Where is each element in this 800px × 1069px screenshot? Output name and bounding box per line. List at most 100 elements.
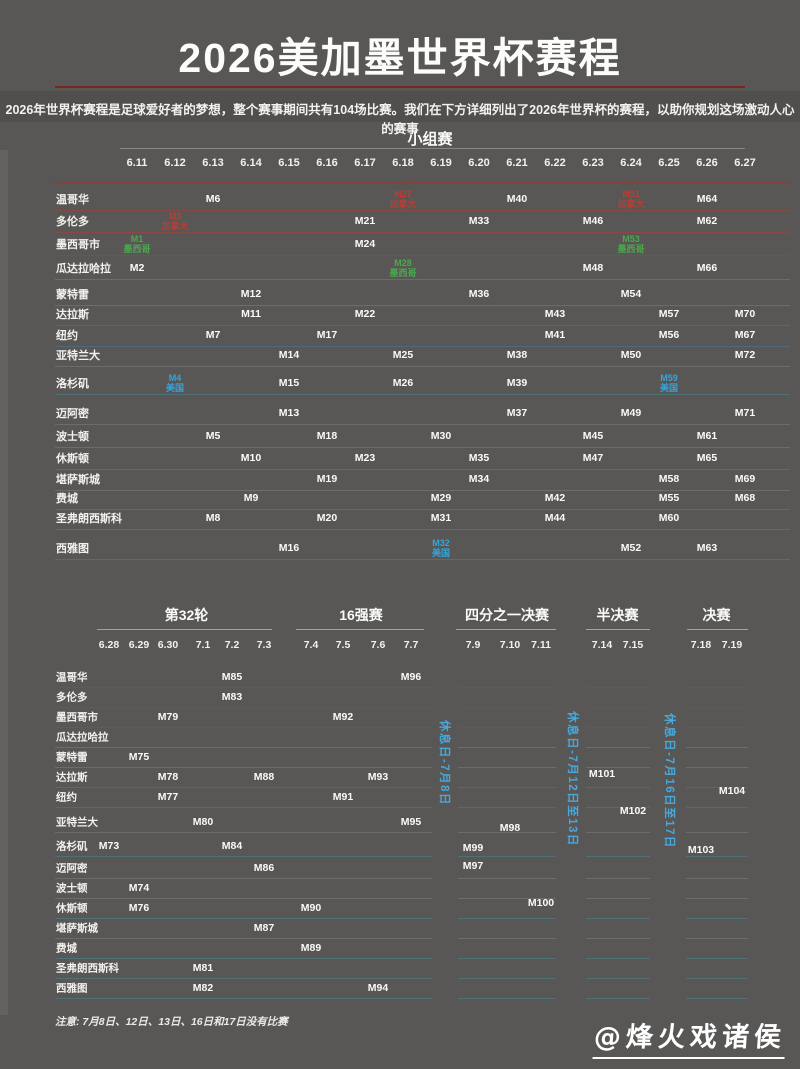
city-row-label: 亚特兰大 (56, 350, 100, 362)
row-separator (586, 687, 650, 688)
row-separator (686, 978, 748, 979)
match-cell: M88 (253, 771, 275, 783)
city-row-label: 波士顿 (56, 882, 88, 895)
match-cell: M13 (278, 407, 300, 419)
city-row-label: 迈阿密 (56, 408, 89, 420)
date-header: 7.3 (256, 639, 272, 651)
row-separator (458, 727, 556, 728)
round-heading: 四分之一决赛 (465, 607, 549, 623)
date-header: 7.15 (622, 639, 644, 651)
match-cell: M7 (205, 329, 221, 341)
date-header: 6.22 (544, 157, 566, 169)
row-separator (458, 998, 556, 999)
row-separator (55, 305, 790, 306)
row-separator (55, 490, 790, 491)
row-separator (55, 998, 432, 999)
row-separator (586, 807, 650, 808)
subtitle-band (0, 91, 800, 122)
match-cell: M38 (506, 349, 528, 361)
city-row-label: 堪萨斯城 (56, 922, 98, 935)
row-separator (586, 787, 650, 788)
city-row-label: 费城 (56, 493, 78, 505)
row-separator (586, 856, 650, 857)
match-cell: M66 (696, 262, 718, 274)
match-cell: M75 (128, 751, 150, 763)
match-cell: M54 (620, 288, 642, 300)
match-cell: M8 (205, 512, 221, 524)
date-header: 7.9 (465, 639, 481, 651)
date-header: 7.2 (224, 639, 240, 651)
match-cell: M50 (620, 349, 642, 361)
date-header: 6.29 (128, 639, 150, 651)
row-separator (458, 918, 556, 919)
row-separator (458, 958, 556, 959)
city-row-label: 迈阿密 (56, 862, 88, 875)
match-cell: M93 (367, 771, 389, 783)
row-separator (586, 832, 650, 833)
match-cell: M10 (240, 452, 262, 464)
row-separator (55, 325, 790, 326)
row-separator (586, 878, 650, 879)
match-cell-highlighted: M1 墨西哥 (123, 234, 151, 254)
city-row-label: 温哥华 (56, 671, 88, 684)
row-separator (458, 938, 556, 939)
match-cell: M95 (400, 816, 422, 828)
match-cell: M84 (221, 840, 243, 852)
row-separator (586, 938, 650, 939)
match-cell: M57 (658, 308, 680, 320)
row-separator (458, 898, 556, 899)
match-cell: M72 (734, 349, 756, 361)
match-cell-highlighted: M28 墨西哥 (389, 258, 417, 278)
city-row-label: 蒙特雷 (56, 289, 89, 301)
page-subtitle: 2026年世界杯赛程是足球爱好者的梦想，整个赛事期间共有104场比赛。我们在下方… (5, 103, 795, 136)
match-cell: M9 (243, 492, 259, 504)
match-cell: M99 (462, 842, 484, 854)
row-separator (586, 747, 650, 748)
round-heading-rule (687, 629, 748, 630)
row-separator (55, 469, 790, 470)
date-header: 7.14 (591, 639, 613, 651)
match-cell: M20 (316, 512, 338, 524)
match-cell: M89 (300, 942, 322, 954)
row-separator (55, 366, 790, 367)
page-title: 2026美加墨世界杯赛程 (178, 35, 622, 81)
row-separator (458, 687, 556, 688)
date-header: 7.1 (195, 639, 211, 651)
date-header: 6.14 (240, 157, 262, 169)
row-separator (55, 856, 432, 857)
date-header: 6.30 (157, 639, 179, 651)
date-header: 6.13 (202, 157, 224, 169)
date-header: 7.11 (531, 639, 551, 651)
row-separator (686, 787, 748, 788)
date-header: 7.7 (403, 639, 419, 651)
row-separator (55, 210, 790, 211)
row-separator (686, 958, 748, 959)
date-header: 7.18 (690, 639, 712, 651)
row-separator (55, 707, 432, 708)
row-separator (686, 856, 748, 857)
row-separator (458, 707, 556, 708)
match-cell: M100 (527, 897, 555, 909)
match-cell: M79 (157, 711, 179, 723)
row-separator (55, 394, 790, 395)
rest-day-label: 休息日-7月16日至17日 (663, 713, 675, 849)
match-cell: M58 (658, 473, 680, 485)
match-cell: M102 (619, 805, 647, 817)
row-separator (586, 898, 650, 899)
row-separator (55, 832, 432, 833)
match-cell: M80 (192, 816, 214, 828)
rest-days-footnote: 注意: 7月8日、12日、13日、16日和17日没有比赛 (55, 1016, 288, 1028)
city-row-label: 洛杉矶 (56, 840, 88, 853)
match-cell-highlighted: M51 加拿大 (617, 189, 645, 209)
row-separator (686, 832, 748, 833)
row-separator (586, 727, 650, 728)
match-cell: M15 (278, 377, 300, 389)
match-cell: M61 (696, 430, 718, 442)
city-row-label: 圣弗朗西斯科 (56, 962, 119, 975)
date-header: 6.16 (316, 157, 338, 169)
date-header: 7.10 (499, 639, 521, 651)
match-cell: M45 (582, 430, 604, 442)
row-separator (586, 978, 650, 979)
match-cell: M52 (620, 542, 642, 554)
date-header: 6.15 (278, 157, 300, 169)
